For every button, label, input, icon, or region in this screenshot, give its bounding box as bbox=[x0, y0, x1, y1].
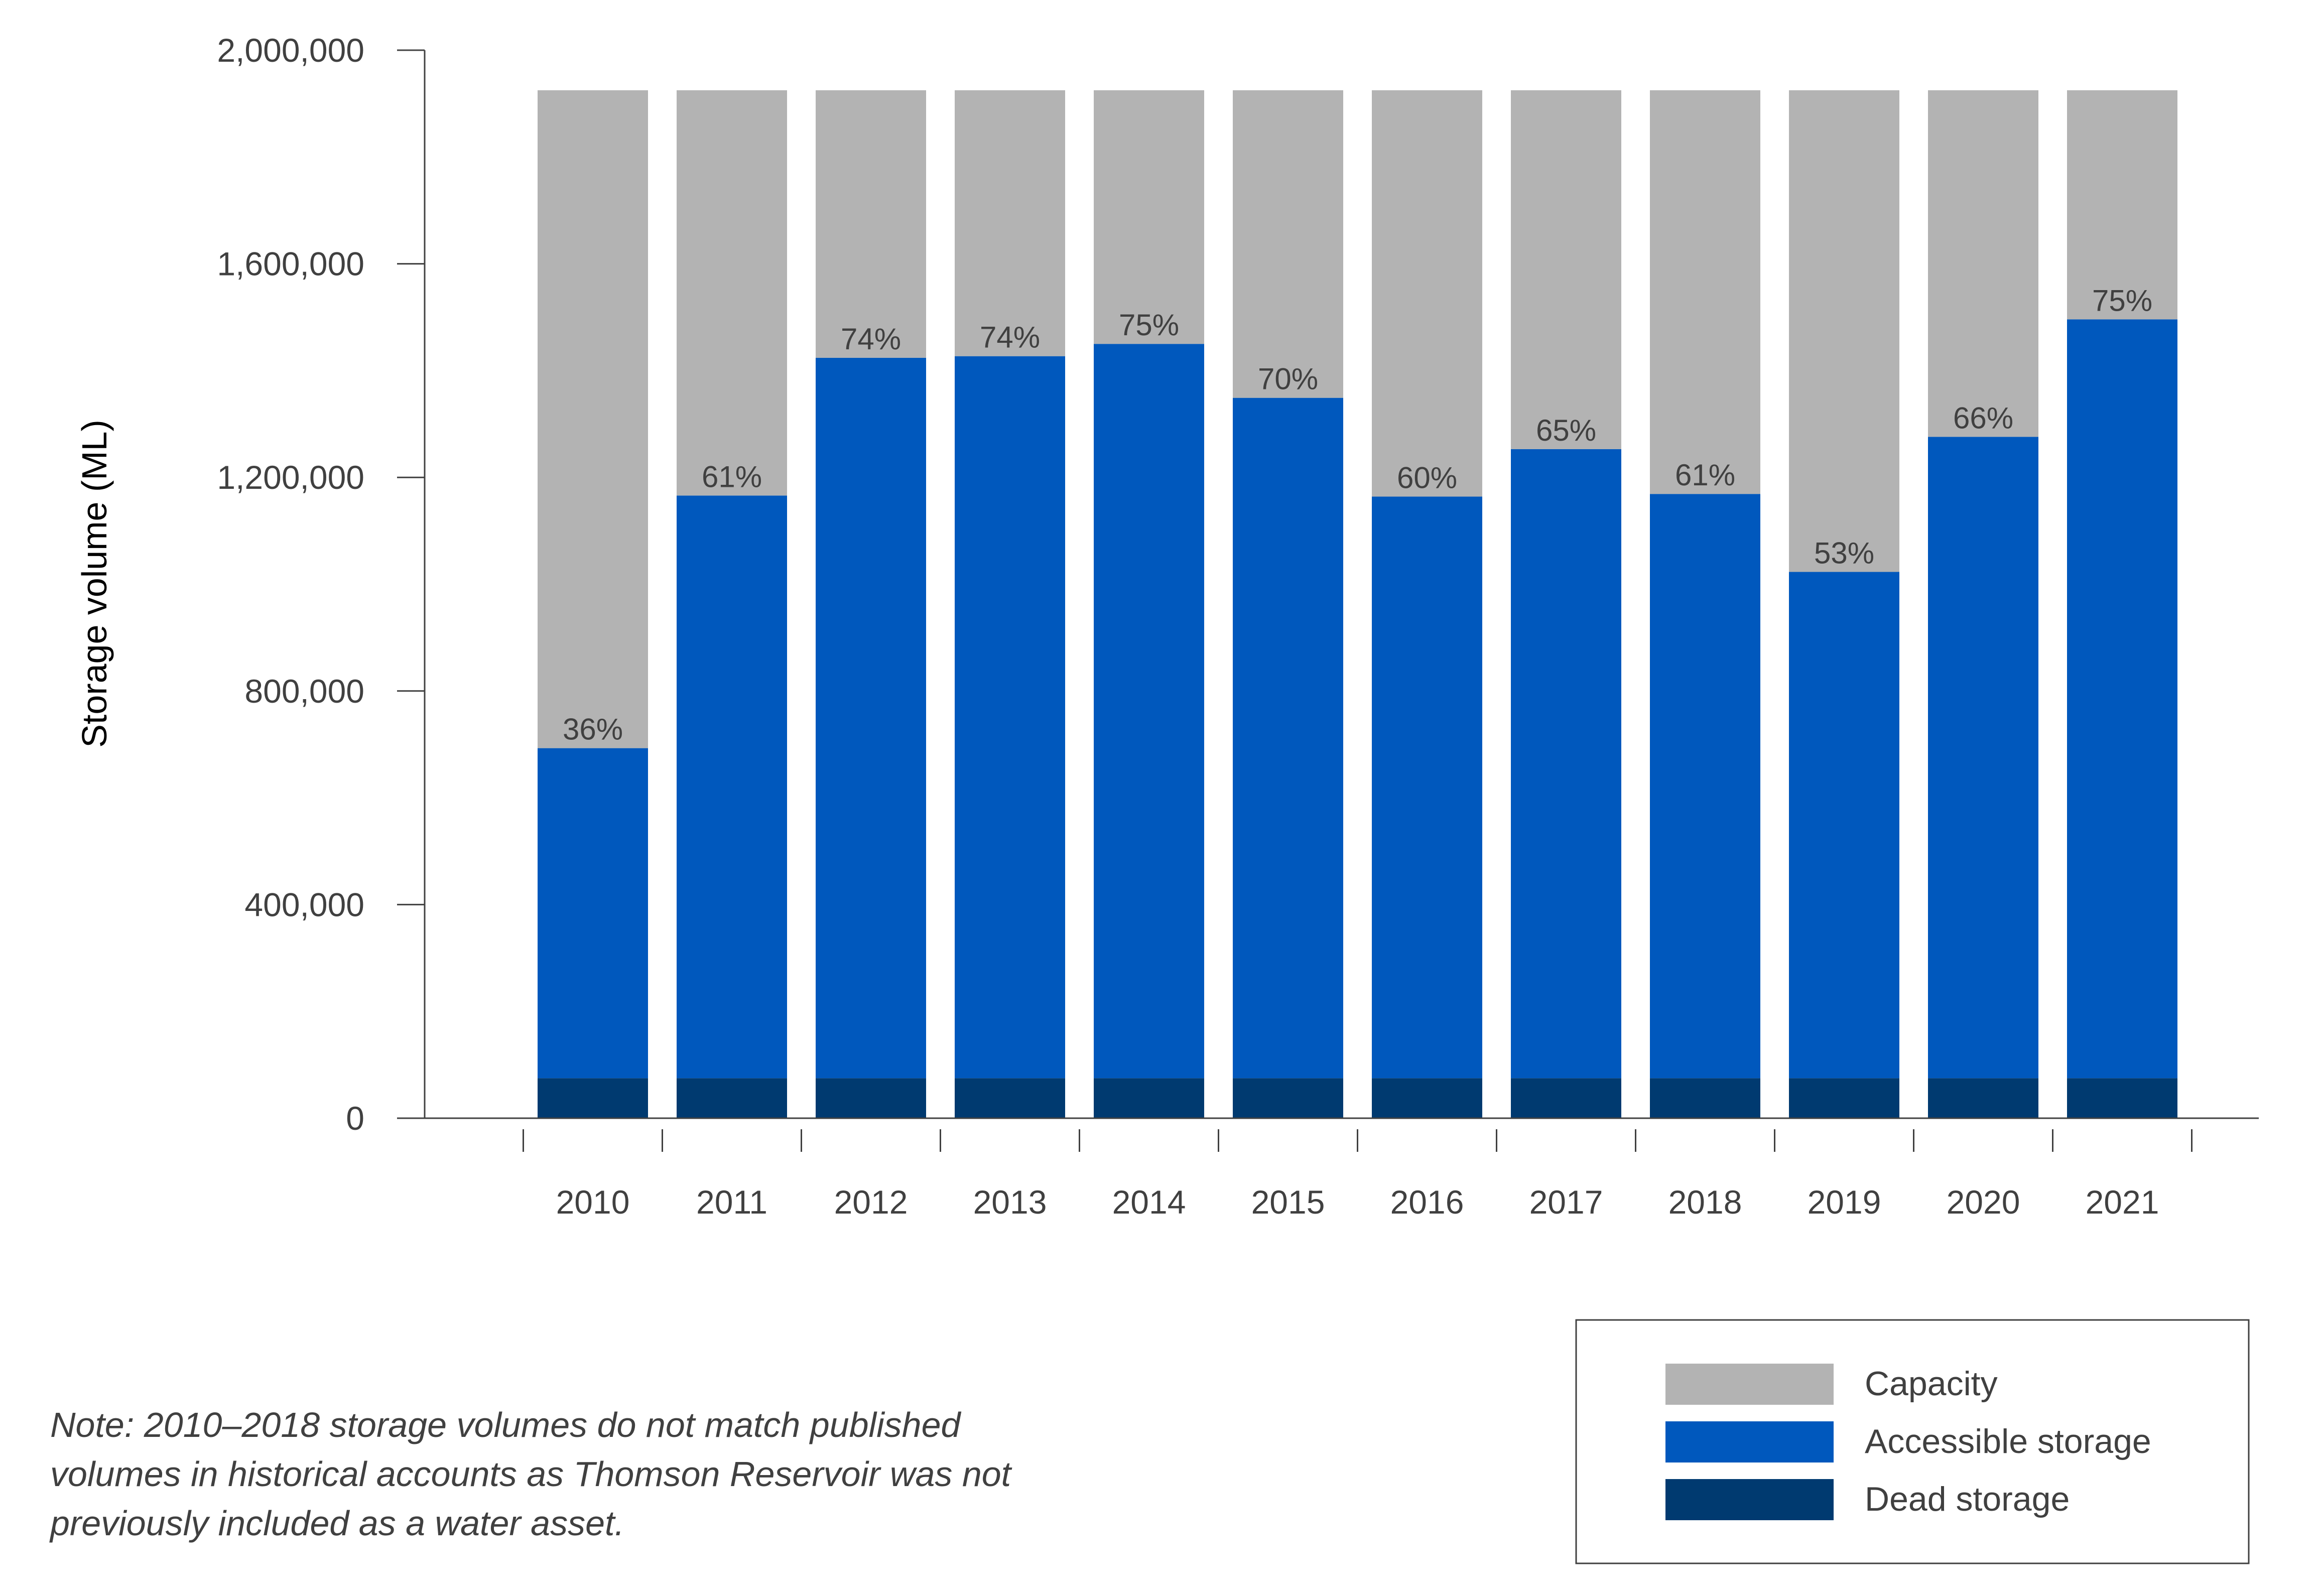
data-label: 66% bbox=[1953, 401, 2013, 435]
bar-dead-storage bbox=[538, 1078, 648, 1118]
data-label: 74% bbox=[980, 321, 1040, 354]
legend-swatch bbox=[1665, 1479, 1834, 1520]
y-tick-label: 2,000,000 bbox=[217, 32, 364, 69]
bar-accessible-storage bbox=[1094, 344, 1204, 1079]
x-tick-label: 2021 bbox=[2086, 1183, 2159, 1221]
data-label: 75% bbox=[2092, 284, 2152, 317]
legend-label: Dead storage bbox=[1865, 1480, 2070, 1518]
x-tick-label: 2014 bbox=[1112, 1183, 1186, 1221]
y-tick-label: 400,000 bbox=[244, 886, 364, 923]
y-tick-label: 1,200,000 bbox=[217, 459, 364, 496]
bar-accessible-storage bbox=[677, 495, 787, 1079]
x-tick-label: 2010 bbox=[556, 1183, 630, 1221]
x-axis: 2010 2011 2012 2013 2014 2015 2016 2017 2018 2019… bbox=[425, 1117, 2259, 1221]
bar-capacity bbox=[1094, 90, 1204, 344]
legend: Capacity Accessible storage Dead storage bbox=[1575, 1319, 2250, 1564]
bar-capacity bbox=[1372, 90, 1482, 497]
data-label: 36% bbox=[563, 713, 623, 746]
bar-dead-storage bbox=[1511, 1078, 1621, 1118]
bar-dead-storage bbox=[1928, 1078, 2038, 1118]
bar-dead-storage bbox=[2067, 1078, 2177, 1118]
data-labels: 36% 61% 74% 74% 75% 70% 60% 65% 61% 53% 66% 75% bbox=[563, 284, 2152, 746]
bar-accessible-storage bbox=[1511, 449, 1621, 1079]
x-tick-label: 2011 bbox=[696, 1183, 767, 1221]
bar-accessible-storage bbox=[1789, 572, 1899, 1079]
legend-swatch bbox=[1665, 1364, 1834, 1405]
x-tick-label: 2019 bbox=[1808, 1183, 1881, 1221]
bar-accessible-storage bbox=[2067, 319, 2177, 1079]
bar-dead-storage bbox=[1094, 1078, 1204, 1118]
x-tick-label: 2020 bbox=[1947, 1183, 2020, 1221]
bar-accessible-storage bbox=[955, 356, 1065, 1079]
bar-capacity bbox=[677, 90, 787, 496]
data-label: 75% bbox=[1119, 308, 1179, 342]
legend-label: Accessible storage bbox=[1865, 1422, 2151, 1460]
bar-dead-storage bbox=[1372, 1078, 1482, 1118]
y-axis-title: Storage volume (ML) bbox=[75, 420, 114, 748]
bar-capacity bbox=[1928, 90, 2038, 437]
bar-capacity bbox=[2067, 90, 2177, 320]
bar-capacity bbox=[816, 90, 926, 358]
bar-dead-storage bbox=[677, 1078, 787, 1118]
bar-accessible-storage bbox=[1372, 496, 1482, 1079]
data-label: 61% bbox=[1675, 458, 1735, 492]
bars-group bbox=[538, 90, 2177, 1118]
bar-capacity bbox=[1233, 90, 1343, 398]
y-tick-label: 0 bbox=[346, 1100, 364, 1137]
data-label: 53% bbox=[1814, 537, 1874, 570]
bar-capacity bbox=[1650, 90, 1760, 494]
bar-dead-storage bbox=[1789, 1078, 1899, 1118]
bar-capacity bbox=[1789, 90, 1899, 572]
bar-accessible-storage bbox=[1233, 397, 1343, 1079]
bar-accessible-storage bbox=[816, 357, 926, 1079]
data-label: 65% bbox=[1536, 414, 1596, 447]
data-label: 60% bbox=[1397, 461, 1457, 495]
data-label: 70% bbox=[1258, 362, 1318, 396]
x-tick-label: 2016 bbox=[1390, 1183, 1464, 1221]
x-tick-label: 2017 bbox=[1529, 1183, 1603, 1221]
bar-dead-storage bbox=[1233, 1078, 1343, 1118]
y-tick-label: 800,000 bbox=[244, 673, 364, 710]
y-tick-label: 1,600,000 bbox=[217, 245, 364, 283]
footnote: Note: 2010–2018 storage volumes do not m… bbox=[50, 1405, 1011, 1543]
x-tick-label: 2013 bbox=[973, 1183, 1047, 1221]
bar-capacity bbox=[538, 90, 648, 748]
bar-capacity bbox=[955, 90, 1065, 356]
bar-dead-storage bbox=[816, 1078, 926, 1118]
bar-accessible-storage bbox=[1928, 437, 2038, 1079]
y-axis: 0 400,000 800,000 1,200,000 1,600,000 2,000,0… bbox=[217, 32, 426, 1137]
x-tick-label: 2018 bbox=[1668, 1183, 1742, 1221]
x-tick-label: 2012 bbox=[834, 1183, 908, 1221]
bar-accessible-storage bbox=[1650, 494, 1760, 1079]
data-label: 74% bbox=[841, 322, 901, 356]
legend-swatch bbox=[1665, 1421, 1834, 1462]
bar-dead-storage bbox=[955, 1078, 1065, 1118]
bar-accessible-storage bbox=[538, 748, 648, 1079]
bar-capacity bbox=[1511, 90, 1621, 449]
x-tick-label: 2015 bbox=[1251, 1183, 1325, 1221]
data-label: 61% bbox=[702, 460, 762, 493]
bar-dead-storage bbox=[1650, 1078, 1760, 1118]
legend-label: Capacity bbox=[1865, 1365, 1998, 1403]
